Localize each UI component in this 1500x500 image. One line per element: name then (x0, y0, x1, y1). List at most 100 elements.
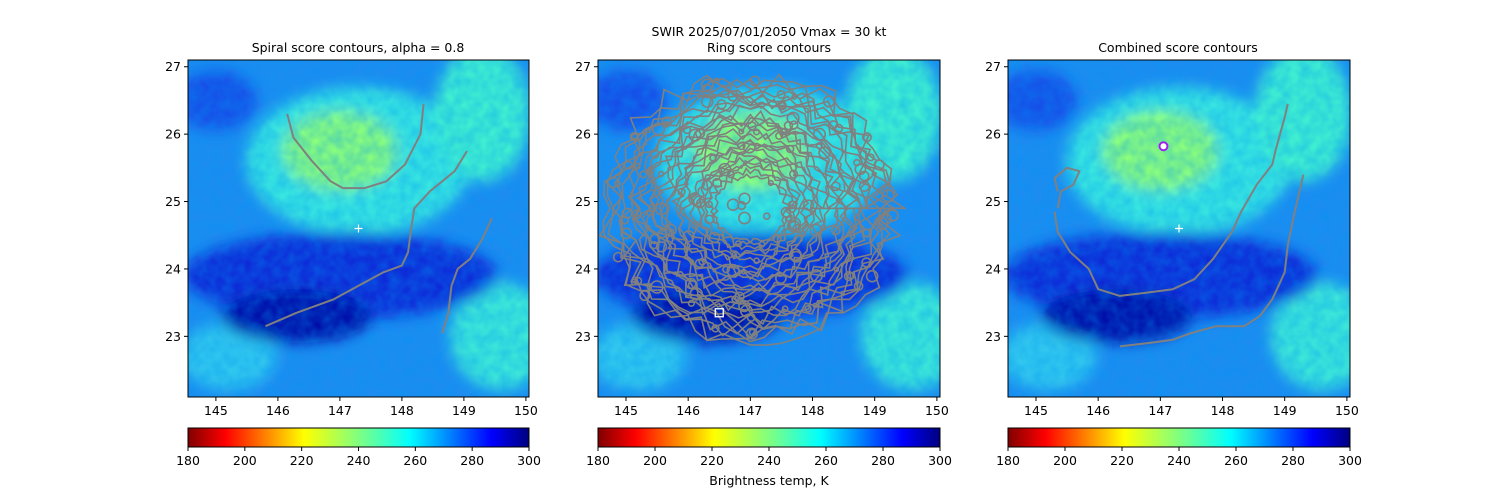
ring-contour-blob (787, 216, 802, 231)
ring-contour-blob (747, 121, 757, 131)
y-tick-label: 24 (985, 261, 1001, 276)
x-tick-label: 150 (514, 403, 538, 418)
ring-contour-blob (709, 154, 717, 162)
y-axis-combined: 23 24 25 26 27 (985, 59, 1008, 344)
ring-contour-blob (698, 257, 707, 266)
ring-contour-blob (725, 84, 732, 91)
ring-contour-blob (787, 200, 797, 210)
ring-contour-blob (726, 263, 740, 278)
y-tick-label: 27 (165, 59, 181, 74)
score-contour-line (1119, 174, 1305, 348)
ring-contour-blob (775, 272, 787, 285)
ring-contour-blob (688, 128, 702, 142)
ring-contour-blob (753, 128, 761, 136)
ring-contour-blob (780, 206, 792, 218)
colorbar-tick-label: 240 (347, 453, 371, 468)
score-contour-line (1053, 103, 1289, 297)
ring-contour-blob (738, 211, 751, 225)
ring-contour-blob (809, 223, 823, 237)
ring-contour-blob (834, 123, 844, 133)
ring-contour-blob (742, 140, 756, 154)
ring-contour-blob (809, 269, 823, 283)
ring-contour-blob (812, 127, 827, 141)
ring-contour-blob (687, 279, 698, 291)
ring-contour-blob (786, 111, 800, 125)
ring-contour-blob (775, 131, 784, 140)
ring-contour-line (598, 74, 908, 347)
x-tick-label: 150 (1335, 403, 1359, 418)
ring-contour-blob (772, 234, 782, 244)
x-tick-label: 148 (801, 403, 825, 418)
x-tick-label: 149 (1273, 403, 1297, 418)
ring-contour-blob (682, 125, 692, 135)
ring-contour-blob (687, 299, 696, 307)
ring-contour-line (710, 173, 790, 244)
ring-contour-blob (634, 276, 643, 285)
score-contour-line (441, 217, 493, 334)
y-tick-label: 25 (165, 194, 181, 209)
ring-contour-blob (822, 95, 836, 108)
ring-contour-blob (815, 141, 823, 150)
ring-contour-blob (648, 203, 658, 212)
ring-contour-blob (790, 250, 803, 263)
y-tick-label: 24 (165, 261, 181, 276)
ring-contour-blob (734, 240, 742, 248)
colorbar-tick-label: 180 (586, 453, 610, 468)
combined-markers (1158, 141, 1183, 233)
ring-contour-line (688, 151, 814, 264)
ring-contour-line (602, 73, 899, 342)
ring-contour-blob (727, 90, 739, 102)
ring-contour-blob (705, 200, 713, 209)
ring-contour-blob (792, 223, 802, 233)
x-tick-label: 148 (390, 403, 414, 418)
x-tick-label: 147 (328, 403, 352, 418)
colorbar-tick-label: 300 (928, 453, 952, 468)
ring-contour-blob (818, 146, 831, 160)
ring-contour-blob (833, 266, 840, 273)
ring-contour-blob (657, 170, 665, 178)
colorbar-tick-label: 300 (517, 453, 541, 468)
ring-contour-blob (634, 162, 641, 170)
ring-contour-blob (780, 127, 787, 134)
ring-contour-line (628, 102, 872, 326)
y-tick-label: 27 (575, 59, 591, 74)
y-tick-label: 26 (985, 127, 1001, 142)
center-square-marker (714, 308, 724, 318)
ring-contour-blob (861, 257, 872, 268)
ring-contour-blob (802, 199, 815, 211)
x-tick-label: 150 (925, 403, 949, 418)
colorbar-tick-label: 240 (757, 453, 781, 468)
panel-title-combined: Combined score contours (1098, 40, 1258, 55)
ring-contour-blob (650, 149, 660, 159)
ring-contour-blob (781, 305, 789, 313)
colorbar-tick-label: 220 (700, 453, 724, 468)
colorbar-gradient (187, 427, 530, 448)
ring-contour-blob (649, 233, 661, 245)
ring-contour-blob (762, 212, 771, 221)
colorbar-tick-label: 220 (290, 453, 314, 468)
panel-title-ring: Ring score contours (707, 40, 831, 55)
ring-contour-line (660, 127, 842, 292)
axes-frame-ring (597, 59, 941, 398)
ring-contour-blob (861, 132, 872, 143)
ring-contour-blob (804, 305, 812, 313)
ring-contour-blob (639, 170, 648, 179)
colorbar-tick-label: 200 (1053, 453, 1077, 468)
center-circle-marker (1158, 141, 1169, 152)
ring-contour-blob (694, 128, 706, 139)
ring-contour-blob (853, 281, 864, 291)
y-tick-label: 26 (575, 127, 591, 142)
colorbar-tick-label: 260 (403, 453, 427, 468)
ring-contour-blob (783, 120, 794, 131)
ring-contour-blob (847, 271, 855, 280)
y-tick-label: 23 (165, 329, 181, 344)
ring-contour-blob (858, 180, 870, 193)
ring-contour-blob (650, 280, 664, 294)
ring-contour-line (631, 99, 868, 308)
colorbar-tick-label: 300 (1338, 453, 1362, 468)
score-contour-line (286, 103, 425, 190)
figure-suptitle: SWIR 2025/07/01/2050 Vmax = 30 kt (652, 24, 887, 39)
colorbar-tick-label: 280 (460, 453, 484, 468)
ring-contour-blob (701, 179, 713, 191)
